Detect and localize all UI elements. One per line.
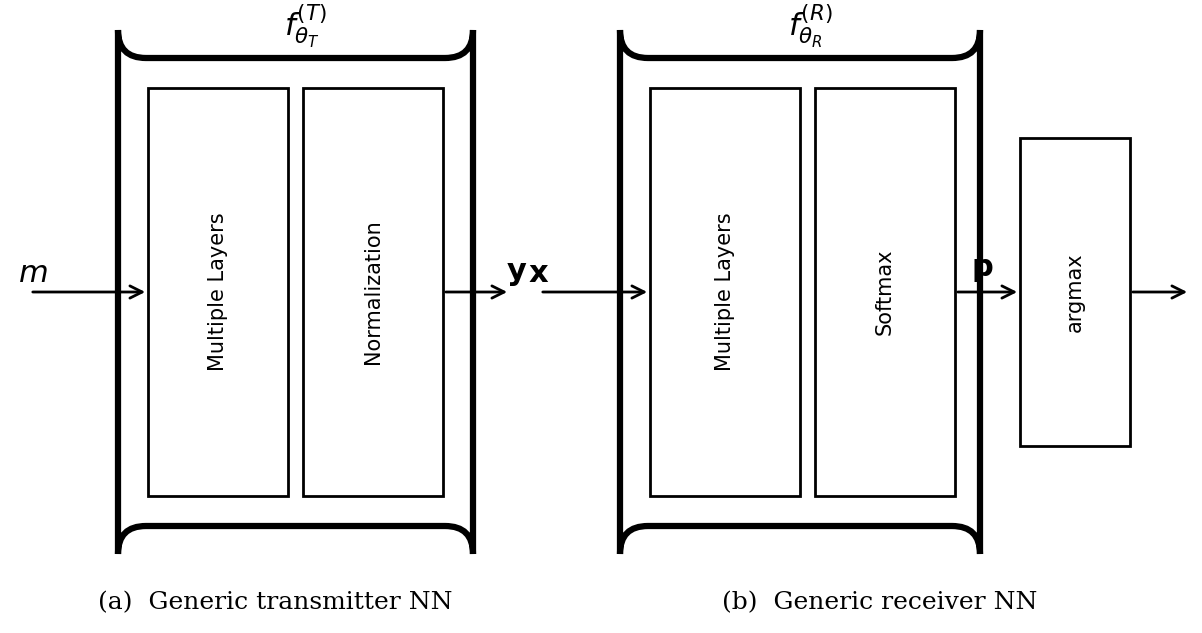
Bar (650, 88, 801, 496)
FancyBboxPatch shape (118, 30, 474, 554)
Text: Multiple Layers: Multiple Layers (715, 213, 734, 372)
FancyBboxPatch shape (620, 30, 980, 554)
Bar (148, 88, 288, 496)
Text: $\mathbf{x}$: $\mathbf{x}$ (528, 260, 549, 289)
Text: $f_{\theta_T}^{(T)}$: $f_{\theta_T}^{(T)}$ (284, 3, 327, 50)
Bar (1020, 138, 1130, 446)
Text: Multiple Layers: Multiple Layers (208, 213, 228, 372)
Text: $f_{\theta_R}^{(R)}$: $f_{\theta_R}^{(R)}$ (787, 3, 832, 50)
Text: Normalization: Normalization (363, 220, 383, 365)
Text: $m$: $m$ (18, 260, 48, 289)
Text: (b)  Generic receiver NN: (b) Generic receiver NN (722, 591, 1037, 615)
Bar (815, 88, 956, 496)
Text: (a)  Generic transmitter NN: (a) Generic transmitter NN (99, 591, 453, 615)
Text: Softmax: Softmax (875, 249, 895, 335)
Text: $\mathbf{p}$: $\mathbf{p}$ (971, 256, 994, 284)
Text: argmax: argmax (1065, 252, 1085, 332)
Bar (303, 88, 444, 496)
Text: $\mathbf{y}$: $\mathbf{y}$ (506, 260, 526, 289)
